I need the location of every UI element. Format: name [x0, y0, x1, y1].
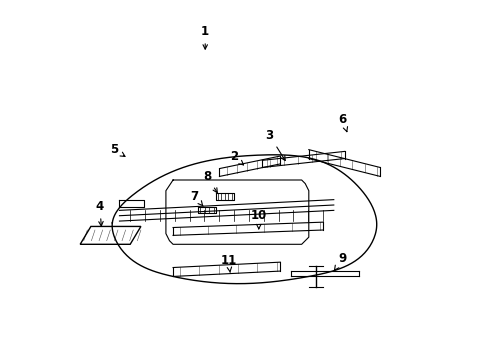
- Text: 6: 6: [338, 113, 347, 132]
- Text: 11: 11: [220, 254, 236, 273]
- Text: 9: 9: [334, 252, 346, 270]
- Text: 5: 5: [110, 143, 125, 157]
- Text: 1: 1: [201, 25, 209, 49]
- Text: 3: 3: [265, 129, 285, 161]
- Text: 2: 2: [229, 150, 243, 165]
- Text: 4: 4: [96, 200, 104, 226]
- Text: 10: 10: [250, 209, 266, 229]
- Text: 7: 7: [190, 190, 203, 206]
- Text: 8: 8: [203, 170, 217, 193]
